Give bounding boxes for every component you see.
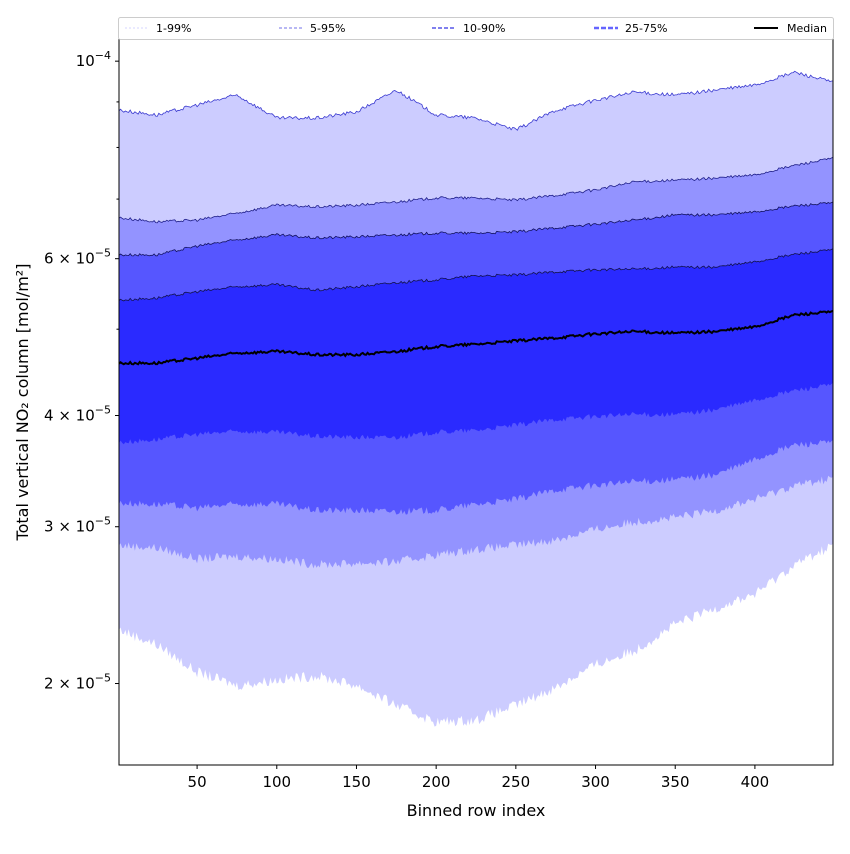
upper-edge-p90 <box>118 201 834 257</box>
legend-item-Median: Median <box>754 22 827 35</box>
upper-edge-p99 <box>118 70 834 131</box>
band-25-75% <box>119 248 833 445</box>
legend-label: 25-75% <box>625 22 667 35</box>
legend-label: 1-99% <box>156 22 191 35</box>
y-tick-label: 2 × 10−5 <box>44 672 111 693</box>
x-axis-ticks: 50 100 150 200 250 300 350 400 <box>188 765 770 791</box>
y-tick-label: 3 × 10−5 <box>44 515 111 536</box>
percentile-bands <box>119 71 833 727</box>
legend-item-5-95%: 5-95% <box>279 22 345 35</box>
legend-item-10-90%: 10-90% <box>432 22 505 35</box>
x-tick-label: 100 <box>262 773 291 791</box>
legend-item-25-75%: 25-75% <box>594 22 667 35</box>
legend-label: 10-90% <box>463 22 505 35</box>
legend-label: 5-95% <box>310 22 345 35</box>
x-tick-label: 350 <box>661 773 690 791</box>
x-axis-label: Binned row index <box>407 801 546 820</box>
y-axis-ticks: 2 × 10−5 3 × 10−5 4 × 10−5 6 × 10−5 10−4 <box>44 49 119 693</box>
x-tick-label: 200 <box>422 773 451 791</box>
x-tick-label: 250 <box>502 773 531 791</box>
upper-edge-p95 <box>118 156 834 224</box>
y-tick-label: 6 × 10−5 <box>44 247 111 268</box>
percentile-lines <box>118 70 834 366</box>
upper-edge-p75 <box>118 248 834 302</box>
y-tick-label: 4 × 10−5 <box>44 403 111 424</box>
legend-item-1-99%: 1-99% <box>125 22 191 35</box>
median-line <box>118 309 834 366</box>
y-axis-label: Total vertical NO₂ column [mol/m²] <box>13 264 32 542</box>
legend-box <box>118 17 834 40</box>
y-tick-label: 10−4 <box>76 49 111 70</box>
x-tick-label: 150 <box>342 773 371 791</box>
x-tick-label: 50 <box>188 773 207 791</box>
legend-label: Median <box>787 22 827 35</box>
x-tick-label: 300 <box>581 773 610 791</box>
x-tick-label: 400 <box>741 773 770 791</box>
legend: 1-99% 5-95% 10-90% 25-75% Median <box>118 17 834 40</box>
